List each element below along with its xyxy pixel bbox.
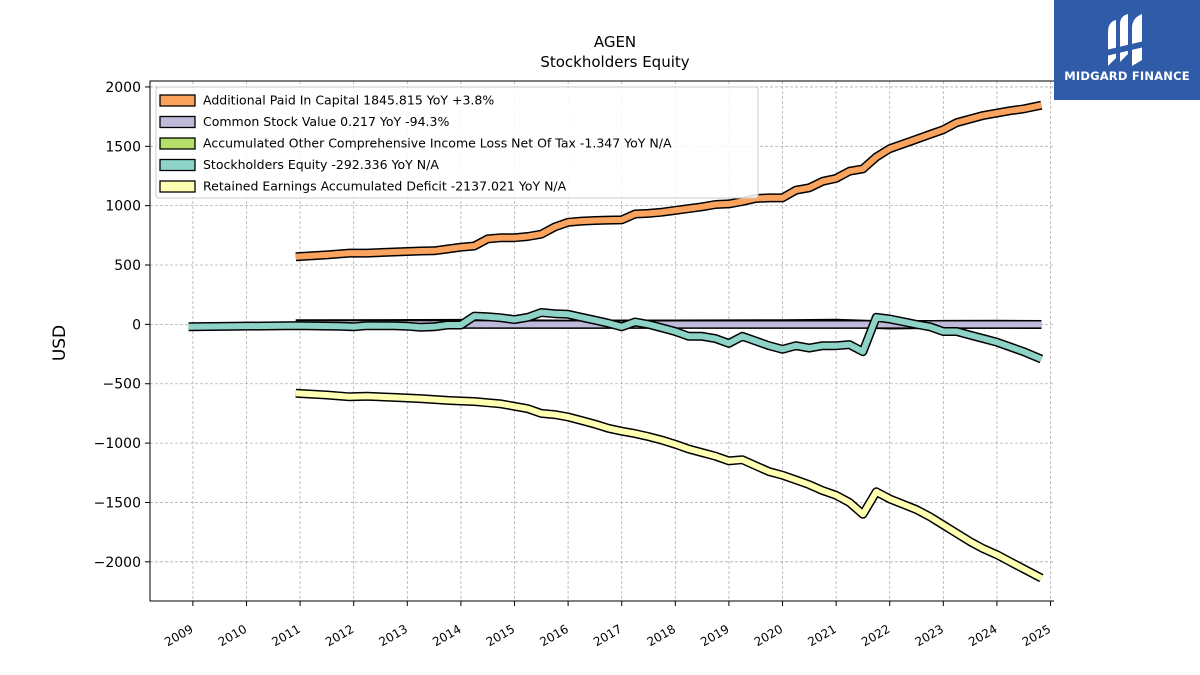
x-tick-label: 2023	[913, 622, 946, 649]
legend-swatch	[159, 115, 196, 129]
x-tick-label: 2010	[216, 622, 249, 649]
y-tick-label: −1000	[94, 436, 141, 452]
logo-mark-icon	[1106, 14, 1148, 66]
y-axis-ticks: 2000 1500 1000 500 0 −500 −1000 −1500 −2000	[94, 80, 150, 571]
x-tick-label: 2013	[377, 622, 410, 649]
x-tick-label: 2024	[966, 622, 999, 649]
x-tick-label: 2018	[645, 622, 678, 649]
y-axis-label: USD	[50, 325, 70, 361]
y-tick-label: −1500	[94, 495, 141, 511]
series-outline-retained-earnings-accumulated-deficit	[295, 388, 1044, 583]
legend-swatch	[159, 94, 196, 107]
legend-swatch	[159, 137, 196, 150]
chart-subtitle: Stockholders Equity	[540, 53, 689, 71]
legend-entry: Common Stock Value 0.217 YoY -94.3%	[203, 114, 449, 129]
series-line-stockholders-equity	[188, 309, 1043, 362]
legend-swatch	[159, 180, 196, 193]
legend-entry: Stockholders Equity -292.336 YoY N/A	[203, 157, 439, 172]
legend: Additional Paid In Capital 1845.815 YoY …	[155, 86, 759, 199]
x-tick-label: 2014	[430, 622, 463, 649]
series-line-additional-paid-in-capital	[295, 102, 1043, 260]
y-tick-label: 500	[114, 258, 141, 274]
series-line-retained-earnings-accumulated-deficit	[295, 390, 1043, 581]
x-tick-label: 2017	[591, 622, 624, 649]
x-tick-label: 2016	[537, 622, 570, 649]
y-tick-label: −500	[103, 377, 141, 393]
legend-entry: Accumulated Other Comprehensive Income L…	[203, 136, 672, 151]
x-tick-label: 2012	[323, 622, 356, 649]
stockholders-equity-chart: AGEN Stockholders Equity USD 2000 1500 100…	[50, 33, 1054, 649]
x-tick-label: 2025	[1020, 622, 1053, 649]
logo-text: MIDGARD FINANCE	[1064, 69, 1190, 83]
x-tick-label: 2015	[484, 622, 517, 649]
x-tick-label: 2019	[698, 622, 731, 649]
y-tick-label: 1000	[105, 199, 141, 215]
legend-swatch	[159, 158, 196, 172]
y-tick-label: 1500	[105, 139, 141, 155]
x-axis-ticks: 2009 2010 2011 2012 2013 2014 2015 2016 2017 2018…	[162, 601, 1053, 649]
plot-frame	[149, 80, 1054, 602]
legend-entry: Additional Paid In Capital 1845.815 YoY …	[203, 93, 494, 108]
series-lines	[188, 100, 1044, 583]
chart-title: AGEN	[594, 33, 636, 51]
legend-box	[155, 86, 759, 199]
legend-entry: Retained Earnings Accumulated Deficit -2…	[203, 179, 567, 194]
y-tick-label: −2000	[94, 555, 141, 571]
x-tick-label: 2020	[752, 622, 785, 649]
x-tick-label: 2011	[269, 622, 302, 649]
x-tick-label: 2009	[162, 622, 195, 649]
midgard-finance-logo: MIDGARD FINANCE	[1054, 0, 1200, 100]
y-tick-label: 0	[132, 317, 141, 333]
y-tick-label: 2000	[105, 80, 141, 96]
x-tick-label: 2022	[859, 622, 892, 649]
x-tick-label: 2021	[805, 622, 838, 649]
